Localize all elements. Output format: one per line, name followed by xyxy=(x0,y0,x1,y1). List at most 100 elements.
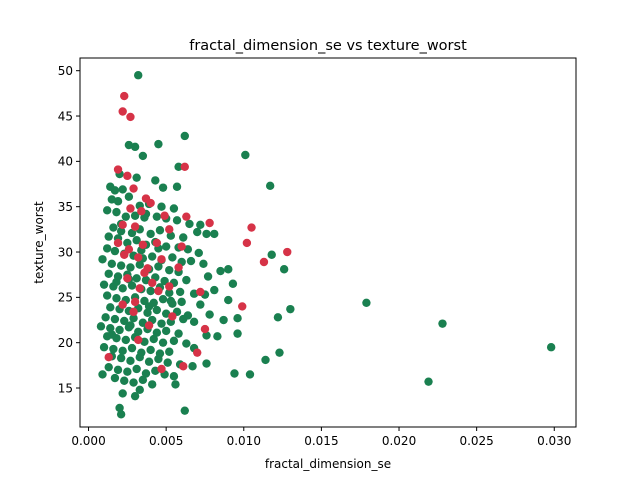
scatter-point xyxy=(112,277,121,287)
scatter-point xyxy=(424,377,433,386)
scatter-point xyxy=(110,246,120,256)
scatter-point xyxy=(168,253,177,262)
plot-area-frame xyxy=(79,57,577,428)
scatter-point xyxy=(230,369,239,378)
scatter-point xyxy=(267,250,276,259)
scatter-point xyxy=(137,207,146,216)
scatter-point xyxy=(127,281,137,290)
scatter-point xyxy=(199,259,208,269)
scatter-point xyxy=(152,305,162,315)
scatter-point xyxy=(146,229,155,239)
scatter-point xyxy=(177,297,186,307)
scatter-point xyxy=(126,112,135,122)
scatter-point xyxy=(107,259,117,269)
scatter-point xyxy=(180,162,189,171)
scatter-point xyxy=(154,286,163,296)
scatter-point xyxy=(182,212,191,221)
scatter-point xyxy=(140,268,149,278)
scatter-point xyxy=(120,316,129,326)
x-axis-ticks: 0.000 0.005 0.010 0.015 0.020 0.025 0.030 xyxy=(71,427,571,448)
scatter-point xyxy=(174,162,183,171)
scatter-point xyxy=(265,181,275,191)
scatter-point xyxy=(177,242,186,251)
scatter-point xyxy=(286,304,295,314)
scatter-point xyxy=(275,348,284,357)
scatter-point xyxy=(245,370,255,379)
scatter-point xyxy=(158,183,168,192)
scatter-point xyxy=(179,362,188,371)
scatter-point xyxy=(172,182,182,191)
y-tick-label: 25 xyxy=(58,291,73,305)
scatter-point xyxy=(140,296,149,306)
scatter-point xyxy=(104,362,113,372)
scatter-point xyxy=(210,285,219,295)
scatter-point xyxy=(279,265,289,274)
scatter-point xyxy=(120,376,129,385)
scatter-point xyxy=(157,364,166,374)
scatter-point xyxy=(121,335,130,345)
scatter-point xyxy=(113,365,123,375)
scatter-point xyxy=(546,343,556,352)
scatter-point xyxy=(362,298,371,307)
scatter-point xyxy=(112,207,121,217)
scatter-point xyxy=(115,403,124,413)
scatter-point xyxy=(154,139,163,149)
scatter-point xyxy=(102,206,112,215)
chart-title: fractal_dimension_se vs texture_worst xyxy=(189,38,467,54)
y-axis-ticks: 15 20 25 30 35 40 45 50 xyxy=(58,64,80,395)
scatter-point xyxy=(168,312,177,321)
scatter-point xyxy=(118,220,127,230)
scatter-point xyxy=(127,228,137,238)
scatter-point xyxy=(165,282,174,291)
scatter-point xyxy=(193,348,202,357)
scatter-point xyxy=(132,274,141,283)
scatter-point xyxy=(233,329,242,338)
scatter-point xyxy=(141,369,151,378)
scatter-point xyxy=(123,274,132,283)
scatter-point xyxy=(157,202,166,211)
scatter-point xyxy=(144,302,154,311)
x-tick-label: 0.010 xyxy=(227,434,261,448)
scatter-point xyxy=(180,406,189,415)
scatter-point xyxy=(247,223,256,232)
scatter-point xyxy=(135,352,144,362)
scatter-point xyxy=(154,354,163,364)
y-axis-label: texture_worst xyxy=(32,201,46,284)
scatter-point xyxy=(175,287,185,297)
scatter-point xyxy=(138,151,148,161)
scatter-point xyxy=(118,346,127,356)
scatter-point xyxy=(169,372,179,381)
scatter-point xyxy=(116,226,126,236)
scatter-point xyxy=(174,329,183,338)
scatter-point xyxy=(98,370,107,379)
scatter-point xyxy=(438,319,447,328)
scatter-point xyxy=(172,216,182,225)
scatter-point xyxy=(123,171,132,181)
scatter-point xyxy=(118,389,127,398)
scatter-point xyxy=(138,240,148,249)
scatter-point xyxy=(196,287,205,297)
scatter-point xyxy=(202,331,211,340)
scatter-point xyxy=(124,245,134,254)
scatter-point xyxy=(126,204,135,213)
scatter-point xyxy=(126,321,135,330)
scatter-point xyxy=(180,131,189,141)
scatter-point xyxy=(129,378,138,387)
scatter-point xyxy=(110,314,120,324)
scatter-point xyxy=(116,261,126,270)
scatter-point xyxy=(123,238,132,248)
scatter-point xyxy=(158,294,168,304)
scatter-point xyxy=(210,229,219,239)
scatter-point xyxy=(110,186,120,195)
y-tick-label: 40 xyxy=(58,155,73,169)
scatter-point xyxy=(182,275,191,285)
scatter-point xyxy=(121,212,130,221)
scatter-point xyxy=(109,223,118,232)
scatter-point xyxy=(118,185,127,194)
scatter-point xyxy=(144,321,154,330)
scatter-point xyxy=(179,233,188,242)
scatter-point xyxy=(113,238,123,248)
x-tick-label: 0.005 xyxy=(149,434,183,448)
scatter-point xyxy=(200,324,210,334)
